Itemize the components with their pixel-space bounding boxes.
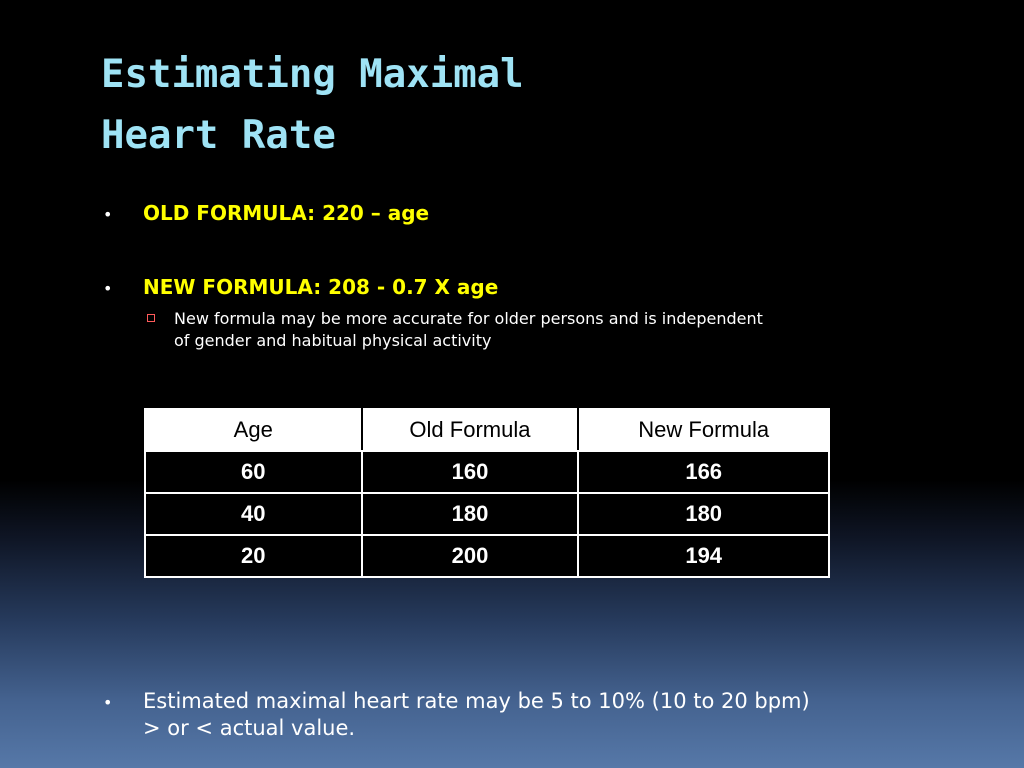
table-header-new-formula: New Formula	[577, 408, 830, 452]
table-cell-new-formula: 180	[577, 492, 830, 536]
table-cell-age: 40	[144, 492, 363, 536]
table-cell-old-formula: 180	[360, 492, 580, 536]
table-cell-old-formula: 200	[360, 534, 580, 578]
table-cell-new-formula: 166	[577, 450, 830, 494]
bullet-old-formula: • OLD FORMULA: 220 – age	[103, 201, 429, 225]
table-header-age: Age	[144, 408, 363, 452]
bullet-dot-icon: •	[103, 205, 113, 224]
table-row: 60 160 166	[144, 450, 830, 494]
sub-bullet-new-formula-note: New formula may be more accurate for old…	[146, 308, 774, 352]
table-header-old-formula: Old Formula	[360, 408, 580, 452]
new-formula-note-text: New formula may be more accurate for old…	[174, 309, 763, 350]
heart-rate-table: Age Old Formula New Formula 60 160 166 4…	[144, 408, 830, 578]
bullet-dot-icon: •	[103, 279, 113, 298]
slide-title-line-2: Heart Rate	[101, 113, 336, 158]
table-cell-new-formula: 194	[577, 534, 830, 578]
table-row: 20 200 194	[144, 534, 830, 578]
table-cell-old-formula: 160	[360, 450, 580, 494]
table-cell-age: 20	[144, 534, 363, 578]
bullet-estimate-note: • Estimated maximal heart rate may be 5 …	[103, 688, 823, 742]
hollow-square-icon	[146, 313, 156, 323]
estimate-note-text: Estimated maximal heart rate may be 5 to…	[143, 689, 810, 740]
bullet-new-formula: • NEW FORMULA: 208 - 0.7 X age	[103, 275, 498, 299]
table-header-row: Age Old Formula New Formula	[144, 408, 830, 452]
new-formula-text: NEW FORMULA: 208 - 0.7 X age	[143, 275, 499, 299]
table-row: 40 180 180	[144, 492, 830, 536]
bullet-dot-icon: •	[103, 693, 113, 712]
slide-title-line-1: Estimating Maximal	[101, 52, 524, 97]
old-formula-text: OLD FORMULA: 220 – age	[143, 201, 430, 225]
table-cell-age: 60	[144, 450, 363, 494]
slide-title: Estimating Maximal Heart Rate	[101, 44, 524, 166]
